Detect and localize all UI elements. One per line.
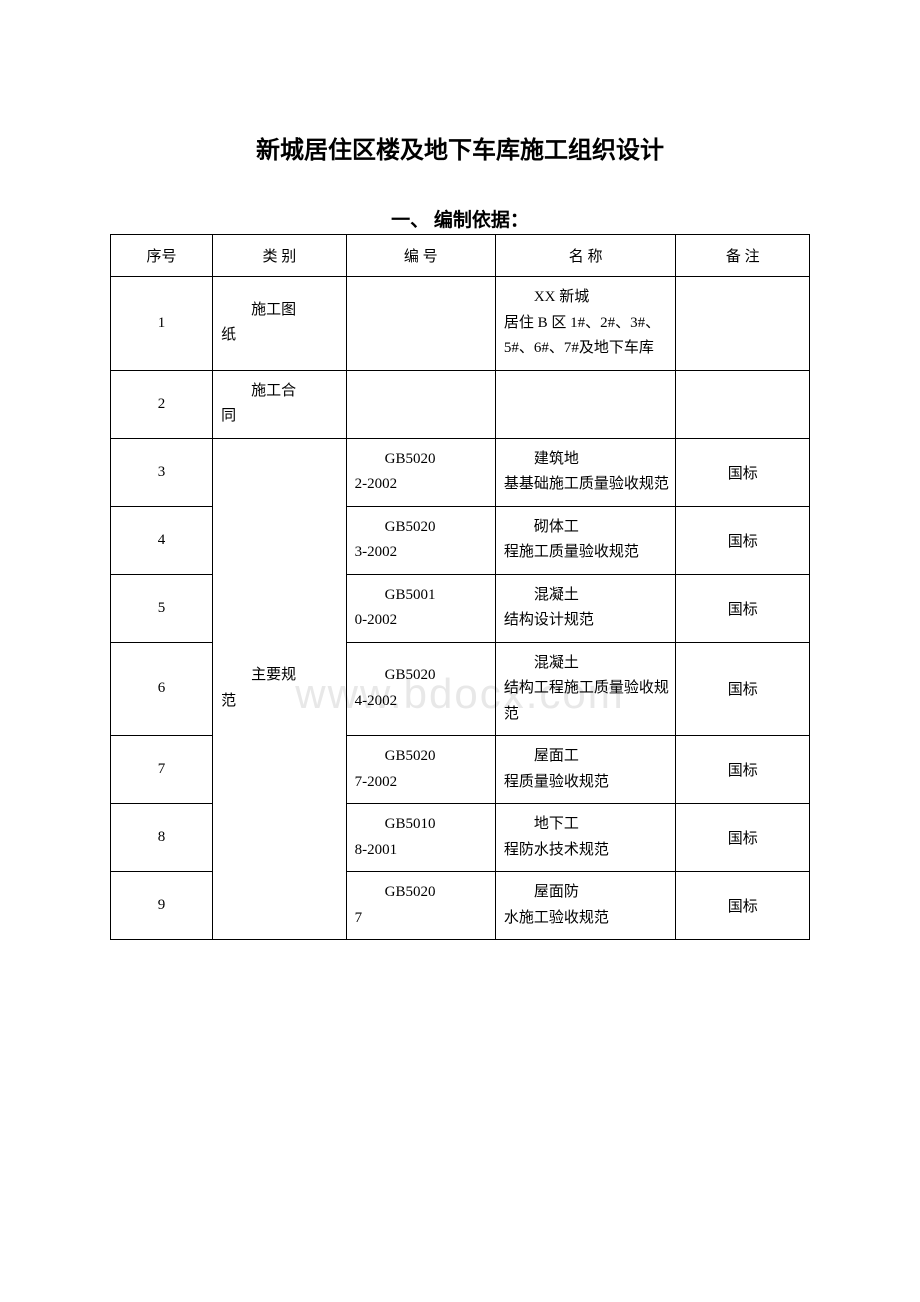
cell-name: 屋面工 程质量验收规范 <box>495 736 676 804</box>
page-content: 新城居住区楼及地下车库施工组织设计 一、 编制依据： 序号 类 别 编 号 名 … <box>110 130 810 940</box>
cell-code: GB5020 4-2002 <box>346 642 495 736</box>
cell-code: GB5020 7 <box>346 872 495 940</box>
cell-name: 混凝土 结构设计规范 <box>495 574 676 642</box>
cell-name <box>495 370 676 438</box>
cell-category-merged: 主要规 范 <box>213 438 347 940</box>
cell-name: XX 新城 居住 B 区 1#、2#、3#、5#、6#、7#及地下车库 <box>495 277 676 371</box>
cell-code: GB5020 3-2002 <box>346 506 495 574</box>
cell-name: 地下工 程防水技术规范 <box>495 804 676 872</box>
cell-code: GB5010 8-2001 <box>346 804 495 872</box>
table-row: 2 施工合 同 <box>111 370 810 438</box>
header-name: 名 称 <box>495 235 676 277</box>
cell-code <box>346 370 495 438</box>
cell-note: 国标 <box>676 438 810 506</box>
cell-category: 施工图 纸 <box>213 277 347 371</box>
header-code: 编 号 <box>346 235 495 277</box>
cell-category: 施工合 同 <box>213 370 347 438</box>
cell-name: 屋面防 水施工验收规范 <box>495 872 676 940</box>
cell-seq: 1 <box>111 277 213 371</box>
cell-code: GB5020 2-2002 <box>346 438 495 506</box>
standards-table: 序号 类 别 编 号 名 称 备 注 1 施工图 纸 XX 新城 居住 B 区 … <box>110 234 810 940</box>
cell-note: 国标 <box>676 574 810 642</box>
cell-note: 国标 <box>676 804 810 872</box>
cell-seq: 5 <box>111 574 213 642</box>
cell-note: 国标 <box>676 872 810 940</box>
table-header-row: 序号 类 别 编 号 名 称 备 注 <box>111 235 810 277</box>
cell-seq: 2 <box>111 370 213 438</box>
header-note: 备 注 <box>676 235 810 277</box>
cell-seq: 6 <box>111 642 213 736</box>
cell-name: 砌体工 程施工质量验收规范 <box>495 506 676 574</box>
header-category: 类 别 <box>213 235 347 277</box>
cell-code: GB5001 0-2002 <box>346 574 495 642</box>
page-title: 新城居住区楼及地下车库施工组织设计 <box>110 130 810 165</box>
cell-seq: 8 <box>111 804 213 872</box>
cell-name: 混凝土 结构工程施工质量验收规范 <box>495 642 676 736</box>
table-row: 3 主要规 范 GB5020 2-2002 建筑地 基基础施工质量验收规范 国标 <box>111 438 810 506</box>
cell-note: 国标 <box>676 736 810 804</box>
cell-note: 国标 <box>676 642 810 736</box>
cell-seq: 7 <box>111 736 213 804</box>
cell-seq: 4 <box>111 506 213 574</box>
cell-seq: 3 <box>111 438 213 506</box>
section-subtitle: 一、 编制依据： <box>110 205 810 232</box>
header-seq: 序号 <box>111 235 213 277</box>
cell-code <box>346 277 495 371</box>
cell-note <box>676 277 810 371</box>
cell-note: 国标 <box>676 506 810 574</box>
cell-code: GB5020 7-2002 <box>346 736 495 804</box>
table-row: 1 施工图 纸 XX 新城 居住 B 区 1#、2#、3#、5#、6#、7#及地… <box>111 277 810 371</box>
cell-seq: 9 <box>111 872 213 940</box>
cell-name: 建筑地 基基础施工质量验收规范 <box>495 438 676 506</box>
cell-note <box>676 370 810 438</box>
